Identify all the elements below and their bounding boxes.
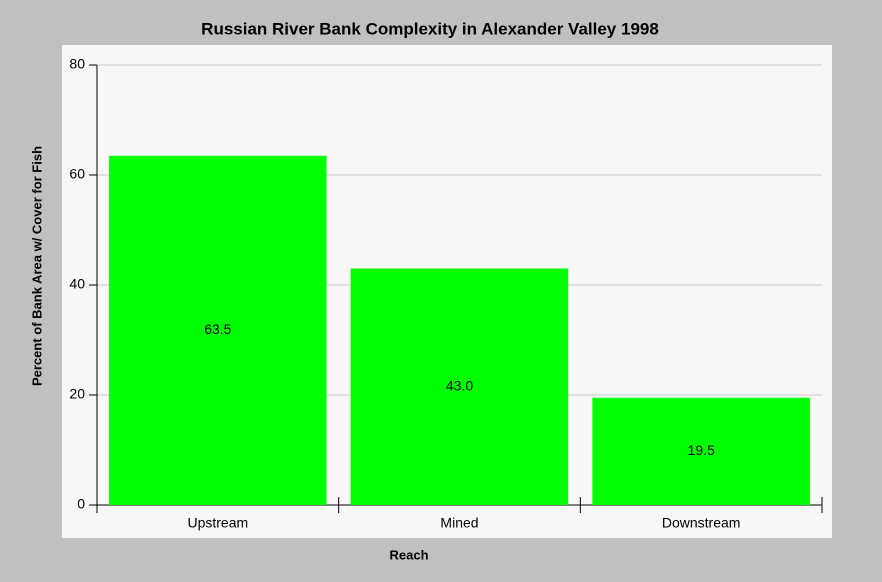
bar [592, 397, 810, 505]
y-tick-label: 60 [69, 166, 85, 182]
x-tick-label: Upstream [187, 515, 248, 531]
x-axis-label: Reach [389, 547, 428, 562]
y-tick-label: 20 [69, 386, 85, 402]
value-label: 63.5 [204, 321, 231, 337]
x-tick-label: Mined [440, 515, 478, 531]
bar [109, 155, 327, 505]
value-label: 19.5 [688, 442, 715, 458]
bar [350, 268, 569, 505]
y-tick-label: 0 [77, 496, 85, 512]
y-axis-label: Percent of Bank Area w/ Cover for Fish [29, 146, 44, 386]
value-label: 43.0 [446, 377, 473, 393]
y-tick-label: 80 [69, 56, 85, 72]
x-tick-label: Downstream [662, 515, 741, 531]
y-tick-label: 40 [69, 276, 85, 292]
chart-title: Russian River Bank Complexity in Alexand… [201, 19, 659, 38]
